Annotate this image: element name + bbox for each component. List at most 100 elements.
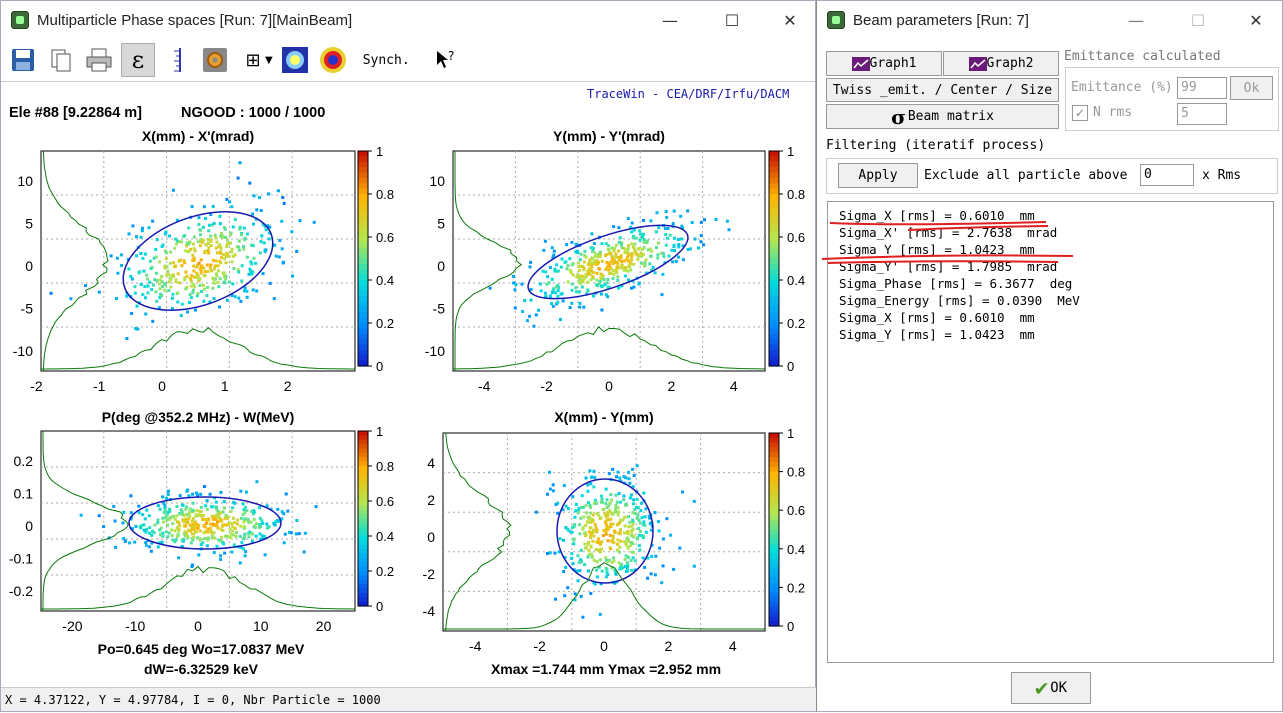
particle-xx: [240, 279, 244, 283]
particle-pw: [175, 505, 179, 508]
particle-yy: [579, 264, 583, 268]
nrms-field[interactable]: 5: [1177, 103, 1227, 125]
particle-yy: [627, 264, 631, 268]
exclude-threshold-field[interactable]: 0: [1140, 164, 1194, 186]
particle-yy: [583, 254, 587, 257]
settings-gear-icon[interactable]: [199, 44, 231, 76]
results-textbox[interactable]: Sigma_X [rms] = 0.6010 mm Sigma_X' [rms]…: [821, 201, 1274, 663]
particle-xy: [624, 554, 628, 558]
particle-xy: [582, 515, 586, 519]
particle-pw: [177, 527, 181, 531]
emittance-field[interactable]: 99: [1177, 77, 1227, 99]
particle-pw: [243, 517, 247, 521]
particle-xx: [274, 254, 278, 258]
graph1-label: Graph1: [869, 56, 917, 71]
print-icon[interactable]: [83, 44, 115, 76]
colorbar-segment-pw: [358, 549, 368, 555]
particle-xy: [546, 492, 549, 496]
colorbar-segment-xy: [769, 471, 779, 477]
emittance-ok-button[interactable]: Ok: [1230, 76, 1273, 100]
particle-pw: [199, 543, 203, 546]
chevron-down-icon[interactable]: ▼: [265, 54, 273, 66]
particle-xy: [636, 506, 640, 510]
colorbar-tick-label-yy: 0.6: [787, 230, 805, 245]
y-tick-label-pw: -0.1: [9, 551, 33, 567]
particle-yy: [604, 254, 607, 257]
particle-xy: [648, 516, 652, 520]
particle-xx: [144, 252, 147, 256]
particle-xy: [654, 554, 658, 558]
particle-xy: [610, 566, 614, 570]
particle-xx: [152, 256, 156, 260]
density-icon[interactable]: [279, 44, 311, 76]
colorbar-segment-xx: [358, 328, 368, 335]
twiss-button[interactable]: Twiss _emit. / Center / Size: [826, 78, 1059, 102]
grid-icon[interactable]: ⊞: [245, 49, 261, 71]
particle-yy: [638, 229, 642, 233]
particle-yy: [630, 255, 634, 258]
particle-xy: [631, 520, 635, 524]
emittance-icon[interactable]: ε: [121, 43, 155, 77]
particle-yy: [575, 275, 579, 279]
maximize-button[interactable]: ☐: [724, 10, 740, 30]
particle-xy: [624, 541, 628, 545]
nrms-checkbox[interactable]: ✓: [1072, 105, 1088, 121]
rms-ellipse-yy: [527, 224, 689, 300]
graph1-button[interactable]: Graph1: [826, 51, 942, 76]
particle-pw: [241, 547, 245, 551]
particle-pw: [186, 534, 190, 538]
particle-xx: [192, 259, 196, 262]
particle-pw: [204, 518, 208, 522]
particle-yy: [634, 252, 638, 256]
x-tick-label-yy: -4: [478, 378, 491, 394]
result-line: Sigma_Y [rms] = 1.0423 mm: [839, 242, 1035, 257]
particle-pw: [178, 494, 182, 498]
particle-yy: [620, 246, 624, 249]
particle-xx: [291, 274, 294, 278]
particle-yy: [582, 266, 586, 270]
particle-pw: [231, 525, 235, 529]
particle-xx: [178, 240, 182, 244]
target-icon[interactable]: [317, 44, 349, 76]
particle-yy: [699, 234, 703, 237]
particle-pw: [215, 544, 219, 548]
particle-pw: [238, 535, 242, 538]
copy-icon[interactable]: [45, 44, 77, 76]
particle-xx: [207, 251, 211, 255]
particle-yy: [606, 278, 610, 282]
particle-xx: [218, 222, 222, 226]
particle-yy: [576, 273, 580, 277]
ok-button[interactable]: ✔ OK: [1011, 672, 1091, 704]
particle-xx: [183, 276, 187, 280]
particle-pw: [144, 541, 148, 545]
particle-xy: [590, 475, 593, 479]
save-icon[interactable]: [7, 44, 39, 76]
close-button[interactable]: ✕: [783, 10, 797, 30]
particle-yy: [592, 242, 596, 245]
particle-pw: [192, 536, 196, 539]
particle-xy: [600, 540, 604, 544]
minimize-button[interactable]: —: [1128, 10, 1144, 30]
particle-pw: [220, 524, 224, 528]
particle-xy: [631, 467, 635, 471]
apply-button[interactable]: Apply: [838, 163, 918, 188]
graph2-button[interactable]: Graph2: [943, 51, 1059, 76]
colorbar-segment-pw: [358, 509, 368, 515]
close-button[interactable]: ✕: [1249, 10, 1263, 30]
particle-xx: [240, 233, 243, 237]
particle-xy: [561, 508, 565, 512]
synch-button[interactable]: Synch.: [362, 52, 410, 68]
phase-space-titlebar[interactable]: Multiparticle Phase spaces [Run: 7][Main…: [1, 1, 815, 39]
particle-yy: [580, 285, 584, 289]
minimize-button[interactable]: —: [662, 10, 678, 30]
help-cursor-icon[interactable]: ?: [430, 44, 462, 76]
beam-matrix-button[interactable]: σ Beam matrix: [826, 104, 1059, 129]
particle-xy: [589, 511, 593, 515]
particle-xy: [632, 474, 636, 477]
particle-pw: [165, 496, 169, 500]
ruler-icon[interactable]: [161, 44, 193, 76]
beam-parameters-titlebar[interactable]: Beam parameters [Run: 7] — ☐ ✕: [817, 1, 1282, 39]
colorbar-segment-xy: [769, 606, 779, 613]
ngood-counter: NGOOD : 1000 / 1000: [181, 105, 326, 121]
